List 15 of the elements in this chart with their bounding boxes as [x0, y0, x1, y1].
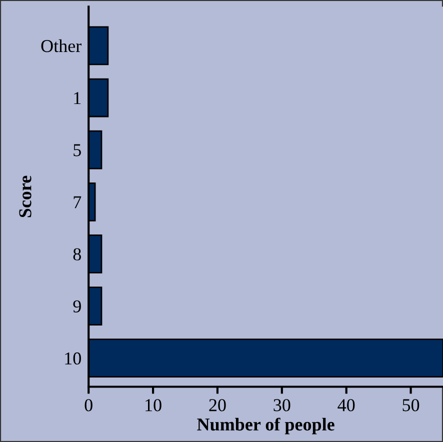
y-tick-label: 10 [65, 352, 81, 365]
y-axis-title: Score [19, 176, 32, 218]
y-tick-label: 7 [74, 196, 82, 208]
x-tick-label: 40 [338, 399, 355, 412]
x-tick-label: 20 [209, 399, 226, 412]
x-tick-label: 0 [84, 399, 92, 412]
y-tick-label: 9 [73, 300, 81, 312]
x-axis-title: Number of people [197, 418, 334, 434]
x-tick-label: 50 [402, 399, 420, 412]
x-tick-label: 30 [274, 399, 290, 412]
y-tick-label: 5 [74, 144, 81, 156]
y-tick-label: 8 [73, 248, 81, 260]
y-tick-label: 1 [74, 92, 81, 104]
y-tick-label: Other [41, 39, 82, 52]
x-tick-label: 10 [146, 399, 162, 412]
